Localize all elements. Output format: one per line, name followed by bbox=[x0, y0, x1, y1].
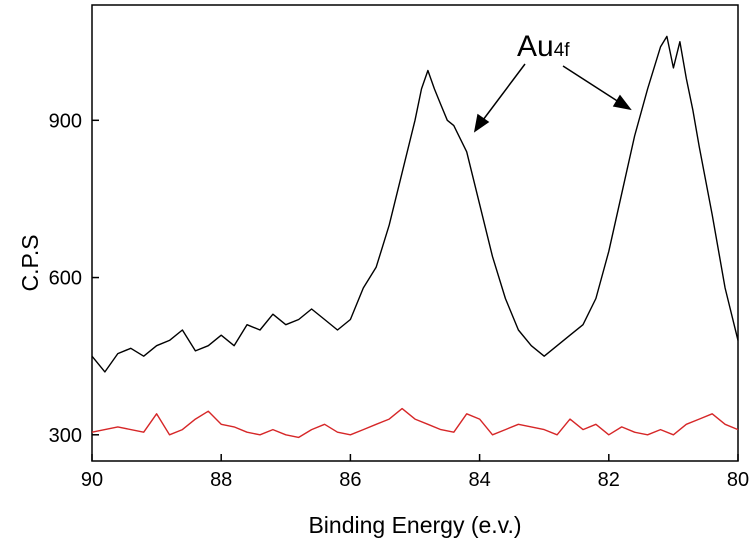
x-axis-label: Binding Energy (e.v.) bbox=[308, 512, 521, 538]
y-tick-label: 900 bbox=[49, 110, 82, 132]
arrow-left-head bbox=[473, 113, 490, 133]
plot-area bbox=[91, 35, 739, 439]
x-tick-label: 88 bbox=[210, 469, 232, 491]
x-tick-label: 82 bbox=[598, 469, 620, 491]
x-tick-label: 80 bbox=[727, 469, 749, 491]
y-tick-label: 600 bbox=[49, 268, 82, 290]
series-line-0 bbox=[91, 35, 739, 373]
annotation-subscript: 4f bbox=[554, 40, 571, 61]
y-axis-label: C.P.S bbox=[17, 234, 43, 291]
arrow-right-head bbox=[612, 94, 632, 111]
arrow-right-line bbox=[562, 65, 623, 105]
axes: 90 88 86 84 82 80 300 600 900 bbox=[49, 110, 750, 491]
series-line-1 bbox=[91, 407, 739, 439]
peak-annotation: Au4f bbox=[517, 30, 570, 63]
annotation-arrows bbox=[473, 63, 632, 133]
plot-frame bbox=[91, 4, 739, 462]
y-tick-label: 300 bbox=[49, 425, 82, 447]
annotation-base: Au bbox=[517, 30, 554, 63]
x-tick-label: 90 bbox=[81, 469, 103, 491]
x-tick-label: 84 bbox=[468, 469, 490, 491]
x-tick-label: 86 bbox=[339, 469, 361, 491]
arrow-left-line bbox=[479, 63, 526, 125]
